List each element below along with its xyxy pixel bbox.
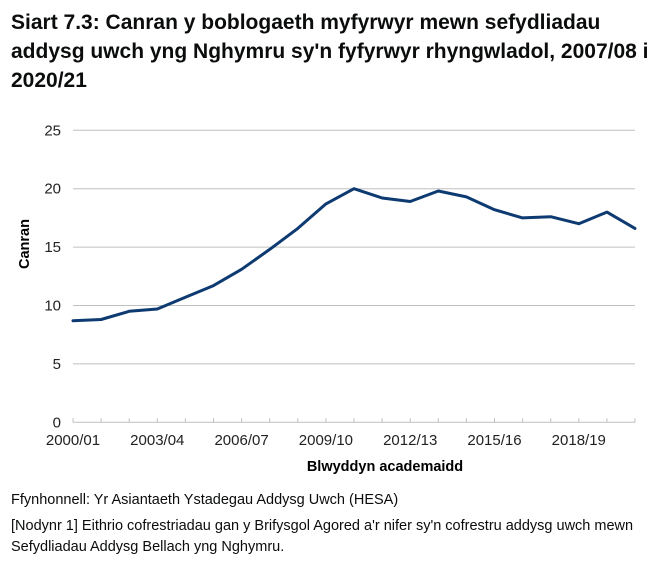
source-note: Ffynhonnell: Yr Asiantaeth Ystadegau Add… — [11, 492, 399, 508]
y-tick-label: 20 — [44, 181, 61, 198]
x-tick-label: 2012/13 — [383, 432, 437, 449]
x-axis-title: Blwyddyn academaidd — [307, 459, 463, 475]
y-tick-label: 10 — [44, 298, 61, 315]
y-axis-title: Canran — [17, 219, 33, 269]
x-tick-label: 2006/07 — [214, 432, 268, 449]
y-tick-label: 0 — [53, 414, 61, 431]
x-axis-tick-labels: 2000/01 2003/04 2006/07 2009/10 2012/13 2015/… — [46, 432, 606, 449]
chart-title: Siart 7.3: Canran y boblogaeth myfyrwyr … — [11, 11, 649, 92]
footnote: [Nodynr 1] Eithrio cofrestriadau gan y B… — [11, 518, 634, 555]
data-line — [71, 187, 637, 323]
x-tick-label: 2018/19 — [552, 432, 606, 449]
x-axis — [72, 418, 636, 423]
y-axis-ticks: 0 5 10 15 20 25 — [44, 122, 61, 431]
x-tick-label: 2000/01 — [46, 432, 100, 449]
x-tick-label: 2009/10 — [299, 432, 353, 449]
x-tick-label: 2003/04 — [130, 432, 184, 449]
y-tick-label: 15 — [44, 239, 61, 256]
x-tick-label: 2015/16 — [467, 432, 521, 449]
gridlines — [73, 129, 635, 365]
y-tick-label: 25 — [44, 122, 61, 139]
y-tick-label: 5 — [53, 356, 61, 373]
